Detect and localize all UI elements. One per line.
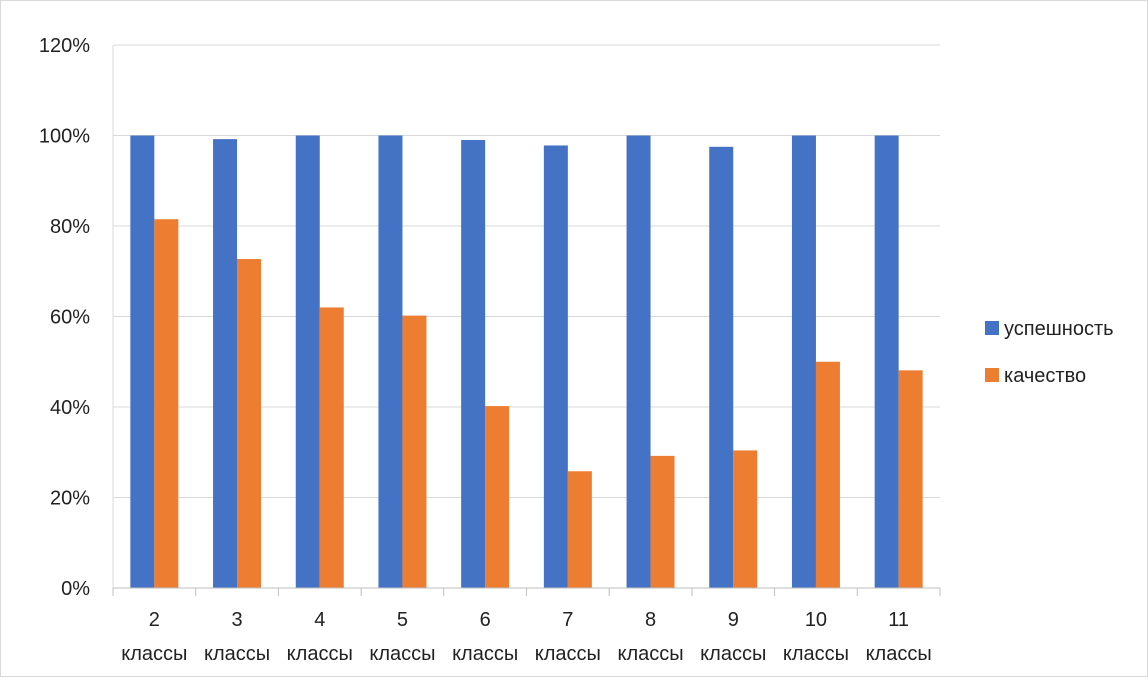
x-category-word: классы (121, 643, 187, 665)
x-category-word: классы (369, 643, 435, 665)
x-category-word: классы (783, 643, 849, 665)
bar-quality (650, 455, 675, 588)
legend-label-quality: качество (1004, 365, 1086, 387)
x-category-number: 10 (805, 609, 827, 631)
y-tick-label: 120% (39, 35, 90, 57)
bar-success (709, 146, 734, 588)
x-category-word: классы (617, 643, 683, 665)
x-category-word: классы (452, 643, 518, 665)
x-category-number: 9 (728, 609, 739, 631)
x-axis-labels: 2 классы 3 классы 4 классы 5 классы 6 классы 7 клас… (121, 609, 931, 665)
x-category-word: классы (866, 643, 932, 665)
bar-quality (237, 259, 262, 588)
x-category-number: 6 (480, 609, 491, 631)
y-tick-label: 0% (61, 578, 90, 600)
legend-label-success: успешность (1004, 318, 1114, 340)
y-tick-label: 80% (50, 216, 90, 238)
bar-quality (154, 219, 179, 588)
x-category-number: 4 (314, 609, 325, 631)
x-category-number: 2 (149, 609, 160, 631)
bar-quality (402, 315, 427, 588)
bar-success (626, 135, 651, 588)
y-tick-label: 100% (39, 126, 90, 148)
y-axis-ticks: 0% 20% 40% 60% 80% 100% 120% (39, 35, 90, 600)
bar-quality (815, 361, 840, 588)
bars (130, 135, 923, 588)
x-category-number: 11 (888, 609, 909, 631)
y-tick-label: 60% (50, 307, 90, 329)
bar-success (461, 140, 486, 588)
bar-success (791, 135, 816, 588)
x-category-number: 3 (231, 609, 242, 631)
axes (112, 45, 941, 596)
bar-quality (567, 471, 592, 588)
x-category-word: классы (204, 643, 270, 665)
x-category-number: 8 (645, 609, 656, 631)
bar-quality (319, 307, 344, 588)
bar-success (378, 135, 403, 588)
legend-swatch-success (985, 321, 999, 335)
bar-success (213, 139, 238, 588)
bar-success (295, 135, 320, 588)
x-category-word: классы (535, 643, 601, 665)
bar-success (130, 135, 155, 588)
x-category-number: 5 (397, 609, 408, 631)
legend-swatch-quality (985, 368, 999, 382)
bar-quality (485, 406, 510, 588)
bar-quality (898, 370, 923, 588)
x-category-word: классы (700, 643, 766, 665)
x-category-number: 7 (562, 609, 573, 631)
y-tick-label: 20% (50, 488, 90, 510)
y-tick-label: 40% (50, 397, 90, 419)
bar-success (874, 135, 899, 588)
bar-quality (733, 450, 758, 588)
x-category-word: классы (287, 643, 353, 665)
bar-success (543, 145, 568, 588)
legend: успешность качество (985, 318, 1114, 387)
